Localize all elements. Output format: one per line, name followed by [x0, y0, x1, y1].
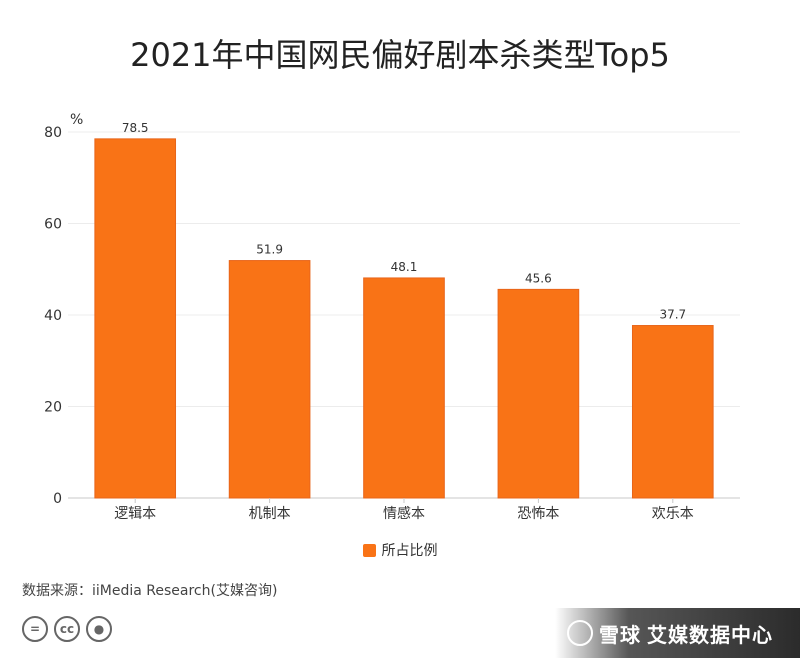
- watermark-text: 雪球: [599, 622, 641, 647]
- y-tick-label: 20: [44, 400, 62, 416]
- x-tick-label: 逻辑本: [114, 506, 156, 522]
- snowball-logo-icon: [567, 620, 593, 646]
- data-label: 78.5: [122, 121, 149, 135]
- cc-icon: cc: [54, 616, 80, 642]
- data-label: 51.9: [256, 243, 283, 257]
- y-tick-label: 60: [44, 217, 62, 233]
- y-tick-label: 40: [44, 308, 62, 324]
- data-label: 45.6: [525, 271, 552, 285]
- watermark: 雪球 艾媒数据中心: [555, 608, 800, 658]
- x-tick-label: 机制本: [249, 506, 291, 522]
- license-icons: = cc ●: [22, 616, 112, 642]
- y-axis-label: %: [70, 112, 83, 128]
- data-label: 37.7: [659, 308, 686, 322]
- x-tick-label: 欢乐本: [652, 506, 694, 522]
- bar-chart: 0 20 40 60 80% 78.5 逻辑本 51.9 机制本 48.1 情感本 45.6 恐怖本 37…: [44, 112, 740, 522]
- y-tick-label: 0: [53, 491, 62, 507]
- bar: [631, 325, 714, 499]
- bar: [94, 138, 177, 499]
- legend-label: 所占比例: [381, 543, 438, 559]
- chart-title: 2021年中国网民偏好剧本杀类型Top5: [130, 36, 670, 74]
- data-source: 数据来源：iiMedia Research(艾媒咨询): [22, 583, 278, 599]
- x-tick-label: 恐怖本: [517, 505, 559, 522]
- watermark-brand: 艾媒数据中心: [647, 622, 773, 647]
- legend-swatch: [362, 543, 376, 557]
- bar: [363, 277, 445, 499]
- y-tick-label: 80: [44, 125, 62, 141]
- x-tick-label: 情感本: [383, 505, 425, 522]
- bar: [228, 260, 311, 499]
- person-icon: ●: [86, 616, 112, 642]
- data-label: 48.1: [391, 260, 418, 274]
- bar: [497, 288, 580, 499]
- legend: 所占比例: [0, 540, 800, 560]
- equals-icon: =: [22, 616, 48, 642]
